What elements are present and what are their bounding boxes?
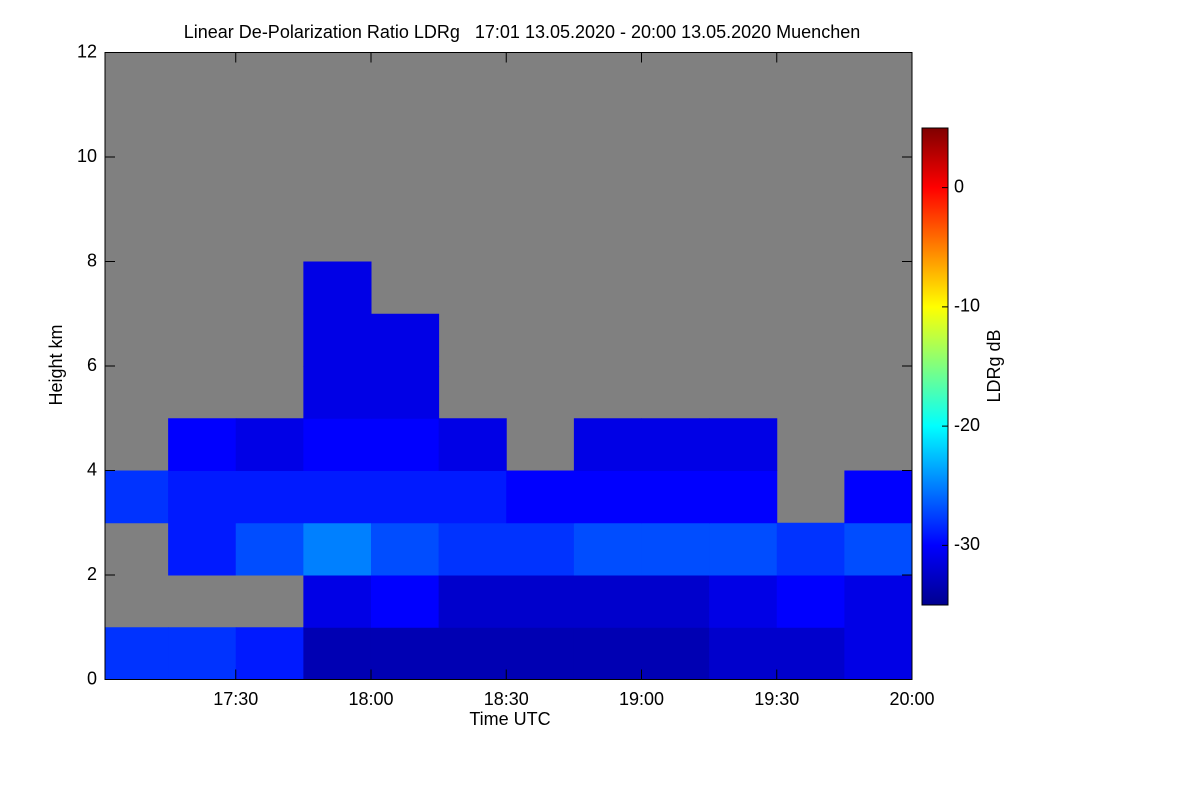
x-tick-label: 18:00 (348, 689, 393, 709)
heatmap-cell (168, 627, 237, 680)
y-axis-label: Height km (46, 324, 66, 405)
heatmap-cell (641, 575, 710, 628)
heatmap-cell (438, 418, 507, 471)
colorbar-tick-label: -10 (954, 296, 980, 316)
heatmap-cell (641, 418, 710, 471)
heatmap (105, 261, 912, 680)
colorbar-tick-label: 0 (954, 176, 964, 196)
heatmap-cell (105, 470, 169, 524)
heatmap-cell (506, 522, 575, 576)
x-tick-label: 19:00 (619, 689, 664, 709)
heatmap-cell (235, 627, 304, 680)
heatmap-cell (303, 261, 372, 315)
heatmap-cell (776, 522, 845, 576)
chart-title: Linear De-Polarization Ratio LDRg 17:01 … (184, 22, 860, 42)
y-tick-label: 2 (87, 564, 97, 584)
x-axis-label: Time UTC (469, 709, 550, 729)
heatmap-cell (105, 627, 169, 680)
heatmap-cell (438, 575, 507, 628)
heatmap-cell (573, 575, 642, 628)
heatmap-cell (506, 575, 575, 628)
heatmap-cell (641, 627, 710, 680)
y-tick-label: 0 (87, 668, 97, 688)
heatmap-cell (370, 522, 440, 576)
heatmap-cell (573, 522, 642, 576)
heatmap-cell (168, 522, 237, 576)
heatmap-cell (168, 470, 237, 524)
heatmap-cell (573, 418, 642, 471)
heatmap-cell (370, 470, 440, 524)
heatmap-cell (438, 627, 507, 680)
colorbar-tick-label: -20 (954, 415, 980, 435)
heatmap-cell (235, 470, 304, 524)
heatmap-cell (303, 522, 372, 576)
colorbar (921, 127, 949, 606)
x-tick-label: 18:30 (484, 689, 529, 709)
heatmap-cell (709, 522, 778, 576)
heatmap-cell (844, 522, 912, 576)
heatmap-cell (776, 627, 845, 680)
y-tick-label: 8 (87, 250, 97, 270)
heatmap-cell (573, 627, 642, 680)
heatmap-cell (370, 366, 440, 419)
heatmap-cell (370, 313, 440, 367)
heatmap-cell (506, 470, 575, 524)
y-tick-label: 10 (77, 146, 97, 166)
heatmap-cell (370, 575, 440, 628)
heatmap-cell (303, 366, 372, 419)
heatmap-cell (303, 470, 372, 524)
heatmap-cell (303, 627, 372, 680)
heatmap-cell (844, 575, 912, 628)
heatmap-cell (370, 418, 440, 471)
heatmap-cell (844, 470, 912, 524)
heatmap-cell (235, 418, 304, 471)
heatmap-cell (641, 470, 710, 524)
heatmap-cell (641, 522, 710, 576)
heatmap-cell (168, 418, 237, 471)
heatmap-cell (709, 575, 778, 628)
heatmap-cell (303, 575, 372, 628)
heatmap-cell (303, 418, 372, 471)
heatmap-cell (303, 313, 372, 367)
x-tick-label: 20:00 (889, 689, 934, 709)
heatmap-cell (844, 627, 912, 680)
colorbar-tick-label: -30 (954, 534, 980, 554)
heatmap-cell (709, 418, 778, 471)
heatmap-cell (506, 627, 575, 680)
heatmap-cell (235, 522, 304, 576)
heatmap-cell (370, 627, 440, 680)
heatmap-cell (709, 470, 778, 524)
x-tick-label: 17:30 (213, 689, 258, 709)
heatmap-cell (776, 575, 845, 628)
heatmap-cell (573, 470, 642, 524)
heatmap-cell (438, 522, 507, 576)
y-tick-label: 4 (87, 459, 97, 479)
y-tick-label: 6 (87, 355, 97, 375)
heatmap-cell (709, 627, 778, 680)
colorbar-label: LDRg dB (984, 329, 1004, 402)
heatmap-cell (438, 470, 507, 524)
y-tick-label: 12 (77, 41, 97, 61)
x-tick-label: 19:30 (754, 689, 799, 709)
